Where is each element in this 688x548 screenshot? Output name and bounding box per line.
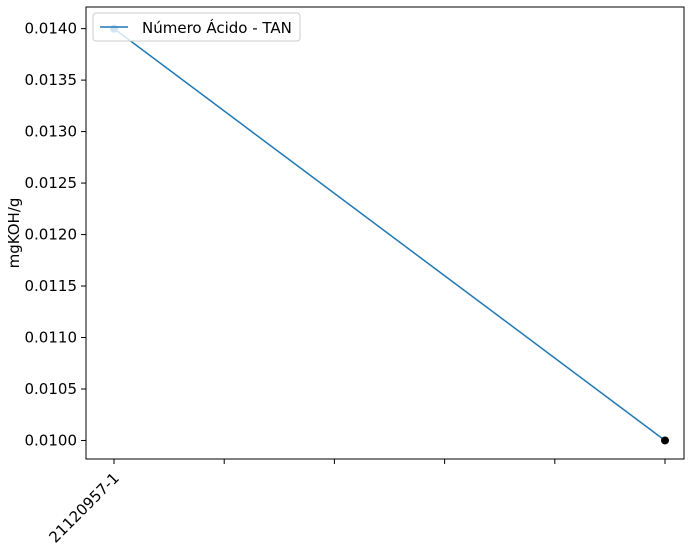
series-line: [113, 28, 666, 442]
legend: Número Ácido - TAN: [92, 12, 301, 42]
legend-box: [92, 12, 301, 42]
data-point: [661, 436, 669, 445]
y-tick-label: 0.0110: [25, 329, 78, 347]
y-tick-label: 0.0130: [25, 123, 78, 141]
y-tick-label: 0.0125: [25, 174, 78, 192]
plot-area: [85, 6, 685, 460]
plot-frame: [85, 6, 685, 460]
y-tick-label: 0.0115: [25, 277, 78, 295]
y-tick-label: 0.0120: [25, 226, 78, 244]
y-tick-label: 0.0100: [25, 431, 78, 449]
y-tick-label: 0.0140: [25, 20, 78, 38]
y-axis-label: mgKOH/g: [5, 198, 23, 269]
y-tick-label: 0.0105: [25, 380, 78, 398]
y-axis: 0.0100 0.0105 0.0110 0.0115 0.0120 0.0125 0.01…: [25, 20, 86, 449]
y-tick-label: 0.0135: [25, 71, 78, 89]
legend-label: Número Ácido - TAN: [142, 18, 292, 37]
